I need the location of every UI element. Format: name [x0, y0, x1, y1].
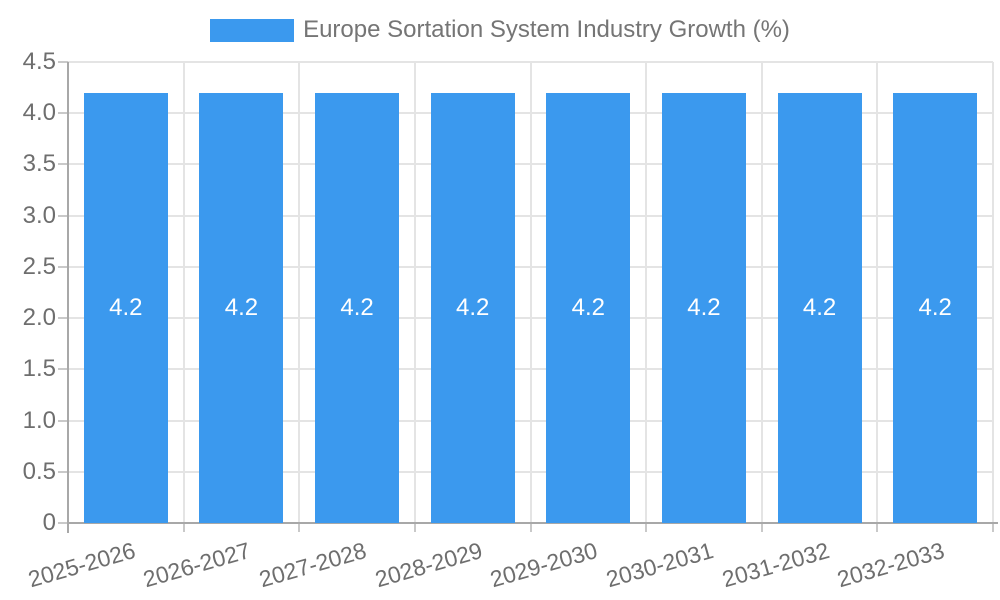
bar: 4.2 — [430, 92, 515, 523]
y-tick-mark — [58, 419, 68, 422]
gridline-v — [529, 62, 532, 523]
bar: 4.2 — [83, 92, 168, 523]
x-tick-label: 2030-2031 — [603, 537, 717, 593]
gridline-v — [182, 62, 185, 523]
y-tick-label: 0 — [42, 509, 56, 536]
bar-value-label: 4.2 — [109, 293, 143, 321]
legend-swatch — [210, 18, 295, 42]
y-tick-mark — [58, 61, 68, 63]
gridline-v — [645, 62, 648, 523]
x-tick-mark — [992, 524, 994, 532]
y-tick-label: 0.5 — [22, 457, 56, 485]
gridline-v — [298, 62, 301, 523]
bar: 4.2 — [777, 92, 862, 523]
chart-legend: Europe Sortation System Industry Growth … — [0, 16, 1000, 44]
y-tick-mark — [58, 265, 68, 268]
x-tick-label: 2028-2029 — [371, 537, 485, 593]
bar-value-label: 4.2 — [456, 293, 490, 321]
gridline-v — [760, 62, 763, 523]
x-tick-mark — [529, 524, 532, 532]
x-tick-mark — [182, 524, 185, 532]
y-axis-line — [67, 62, 69, 533]
bar-value-label: 4.2 — [340, 293, 374, 321]
bar-value-label: 4.2 — [918, 293, 952, 321]
y-tick-label: 2.0 — [22, 304, 56, 332]
bar: 4.2 — [893, 92, 978, 523]
x-tick-mark — [876, 524, 879, 532]
x-tick-mark — [298, 524, 301, 532]
x-tick-mark — [760, 524, 763, 532]
y-tick-label: 4.5 — [22, 48, 56, 75]
y-tick-mark — [58, 112, 68, 115]
bar: 4.2 — [546, 92, 631, 523]
y-tick-label: 3.5 — [22, 150, 56, 178]
bar-value-label: 4.2 — [571, 293, 605, 321]
bar-value-label: 4.2 — [224, 293, 259, 321]
x-tick-label: 2031-2032 — [718, 537, 832, 593]
bar: 4.2 — [199, 92, 284, 523]
bar: 4.2 — [661, 92, 746, 523]
gridline-v — [876, 62, 879, 523]
y-tick-mark — [58, 214, 68, 217]
y-tick-mark — [58, 368, 68, 371]
x-tick-mark — [413, 524, 416, 532]
bar: 4.2 — [315, 92, 400, 523]
y-tick-mark — [58, 522, 68, 524]
x-tick-label: 2027-2028 — [256, 537, 370, 593]
x-tick-label: 2026-2027 — [140, 537, 254, 593]
bar-value-label: 4.2 — [687, 293, 721, 321]
y-tick-mark — [58, 470, 68, 473]
y-tick-mark — [58, 163, 68, 166]
y-tick-label: 3.0 — [22, 201, 56, 229]
x-tick-label: 2032-2033 — [834, 537, 948, 593]
y-tick-label: 4.0 — [22, 99, 56, 127]
x-tick-mark — [645, 524, 648, 532]
bar-value-label: 4.2 — [802, 293, 837, 321]
legend-title: Europe Sortation System Industry Growth … — [303, 16, 790, 43]
x-tick-label: 2029-2030 — [487, 537, 601, 593]
y-tick-mark — [58, 317, 68, 320]
y-tick-label: 1.0 — [22, 406, 56, 434]
y-tick-label: 2.5 — [22, 252, 56, 280]
x-axis-line — [67, 522, 998, 524]
x-tick-label: 2025-2026 — [25, 537, 138, 593]
gridline-v — [992, 62, 994, 523]
gridline-v — [413, 62, 416, 523]
y-tick-label: 1.5 — [22, 355, 56, 383]
